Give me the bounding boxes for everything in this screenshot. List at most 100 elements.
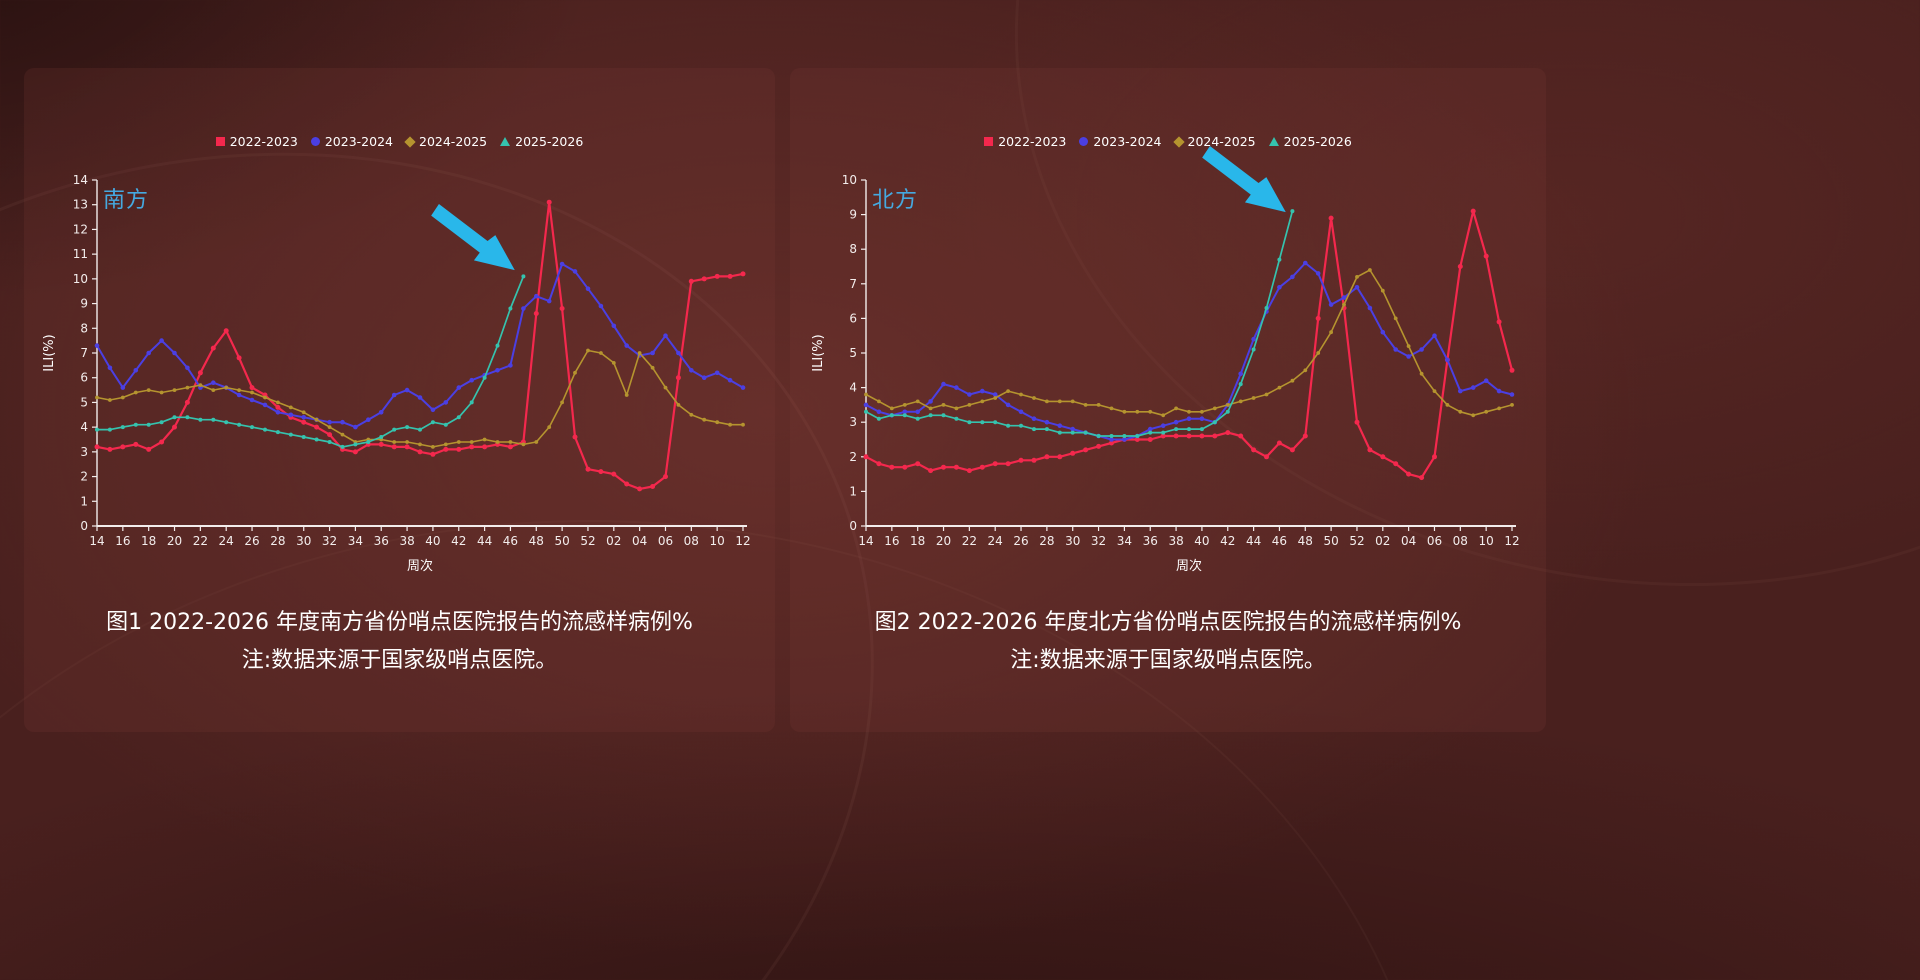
legend-item-2025-2026[interactable]: 2025-2026	[1268, 134, 1352, 149]
svg-text:ILI(%): ILI(%)	[811, 334, 826, 371]
svg-text:36: 36	[1143, 534, 1158, 548]
legend-item-2023-2024[interactable]: 2023-2024	[1079, 134, 1162, 149]
arrow-shape	[431, 204, 515, 271]
region-label: 北方	[872, 188, 919, 213]
svg-text:4: 4	[849, 381, 857, 395]
svg-text:32: 32	[322, 534, 337, 548]
svg-text:10: 10	[73, 272, 88, 286]
annotation-arrow-icon	[1202, 146, 1286, 213]
svg-text:36: 36	[374, 534, 389, 548]
svg-text:46: 46	[503, 534, 518, 548]
svg-text:8: 8	[80, 321, 88, 335]
svg-text:14: 14	[89, 534, 104, 548]
svg-text:4: 4	[80, 420, 88, 434]
legend-item-2022-2023[interactable]: 2022-2023	[215, 134, 298, 149]
svg-text:20: 20	[167, 534, 182, 548]
svg-text:30: 30	[296, 534, 311, 548]
legend-item-2023-2024[interactable]: 2023-2024	[310, 134, 393, 149]
series-2025-2026	[95, 274, 526, 449]
svg-text:18: 18	[141, 534, 156, 548]
svg-text:10: 10	[1479, 534, 1494, 548]
legend-label: 2024-2025	[419, 134, 488, 149]
caption-note: 注:数据来源于国家级哨点医院。	[1010, 648, 1326, 673]
legend-item-2024-2025[interactable]: 2024-2025	[1172, 134, 1256, 149]
svg-text:42: 42	[451, 534, 466, 548]
svg-text:2: 2	[849, 450, 857, 464]
svg-text:9: 9	[849, 208, 857, 222]
svg-text:50: 50	[1323, 534, 1338, 548]
arrow-shape	[1202, 146, 1286, 213]
svg-text:28: 28	[1039, 534, 1054, 548]
svg-text:7: 7	[849, 277, 857, 291]
series-line-2023-2024	[96, 263, 744, 429]
svg-text:1: 1	[80, 494, 88, 508]
series-2024-2025	[864, 268, 1514, 418]
svg-text:28: 28	[270, 534, 285, 548]
svg-text:04: 04	[632, 534, 647, 548]
svg-text:06: 06	[658, 534, 673, 548]
svg-text:1: 1	[849, 484, 857, 498]
series-line-2025-2026	[865, 210, 1294, 437]
legend: 2022-2023 2023-2024 2024-2025 2025-2026	[790, 134, 1546, 149]
svg-text:0: 0	[80, 519, 88, 533]
legend-item-2022-2023[interactable]: 2022-2023	[984, 134, 1066, 149]
svg-text:32: 32	[1091, 534, 1106, 548]
legend-label: 2023-2024	[1093, 134, 1162, 149]
legend-item-2024-2025[interactable]: 2024-2025	[404, 134, 488, 149]
diamond-marker-icon	[1172, 135, 1185, 148]
svg-text:42: 42	[1220, 534, 1235, 548]
svg-text:10: 10	[842, 173, 857, 187]
svg-text:02: 02	[606, 534, 621, 548]
svg-text:04: 04	[1401, 534, 1416, 548]
svg-text:44: 44	[477, 534, 492, 548]
svg-text:22: 22	[962, 534, 977, 548]
svg-text:5: 5	[849, 346, 857, 360]
svg-text:16: 16	[115, 534, 130, 548]
svg-text:48: 48	[529, 534, 544, 548]
svg-text:周次: 周次	[407, 558, 433, 574]
caption-title: 图2 2022-2026 年度北方省份哨点医院报告的流感样病例%	[874, 610, 1462, 635]
svg-text:40: 40	[1194, 534, 1209, 548]
svg-text:12: 12	[1504, 534, 1519, 548]
triangle-marker-icon	[1268, 137, 1279, 146]
legend-label: 2024-2025	[1187, 134, 1256, 149]
svg-text:48: 48	[1298, 534, 1313, 548]
svg-text:24: 24	[988, 534, 1003, 548]
svg-text:16: 16	[884, 534, 899, 548]
svg-text:6: 6	[849, 311, 857, 325]
series-2025-2026	[864, 209, 1295, 438]
svg-text:08: 08	[1453, 534, 1468, 548]
svg-text:38: 38	[399, 534, 414, 548]
series-2024-2025	[95, 348, 745, 449]
triangle-marker-icon	[500, 137, 511, 146]
square-marker-icon	[984, 137, 994, 146]
svg-text:26: 26	[1013, 534, 1028, 548]
svg-text:3: 3	[849, 415, 857, 429]
legend-label: 2025-2026	[515, 134, 584, 149]
diamond-marker-icon	[404, 135, 416, 148]
svg-text:22: 22	[193, 534, 208, 548]
svg-text:20: 20	[936, 534, 951, 548]
svg-text:18: 18	[910, 534, 925, 548]
svg-text:12: 12	[73, 222, 88, 236]
region-label: 南方	[103, 188, 150, 213]
svg-text:02: 02	[1375, 534, 1390, 548]
svg-text:3: 3	[80, 445, 88, 459]
svg-text:34: 34	[1117, 534, 1132, 548]
svg-text:12: 12	[735, 534, 750, 548]
svg-text:11: 11	[73, 247, 88, 261]
caption-south: 图1 2022-2026 年度南方省份哨点医院报告的流感样病例% 注:数据来源于…	[24, 604, 775, 680]
circle-marker-icon	[310, 137, 320, 146]
legend-label: 2022-2023	[998, 134, 1067, 149]
svg-text:8: 8	[849, 242, 857, 256]
legend-item-2025-2026[interactable]: 2025-2026	[500, 134, 583, 149]
series-2023-2024	[863, 260, 1515, 442]
svg-text:ILI(%): ILI(%)	[42, 334, 57, 371]
svg-text:2: 2	[80, 470, 88, 484]
